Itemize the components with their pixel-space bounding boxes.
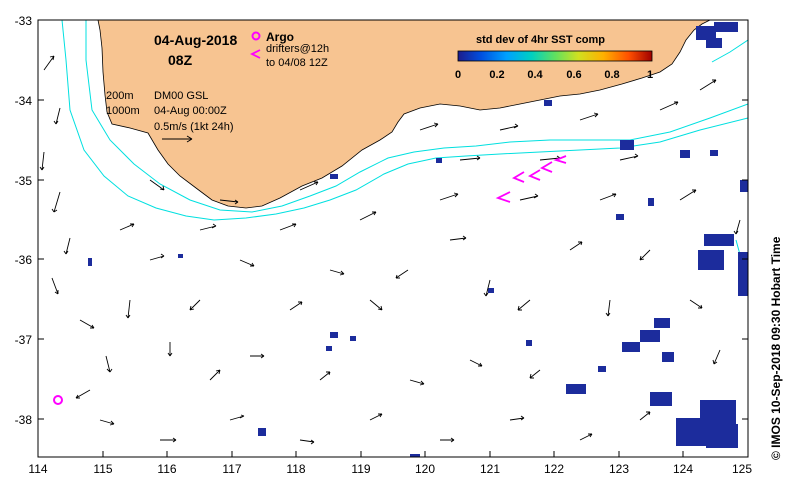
drifter-tracks bbox=[495, 155, 567, 203]
scale-arrow bbox=[162, 135, 193, 143]
x-tick-label: 117 bbox=[222, 462, 241, 476]
y-tick-label: -33 bbox=[15, 14, 33, 28]
contour-1000m-label: 1000m bbox=[106, 105, 140, 117]
colorbar-ticks: 0 0.2 0.4 0.6 0.8 1 bbox=[455, 69, 653, 81]
map-date: 04-Aug-2018 bbox=[154, 32, 237, 48]
y-tick-label: -38 bbox=[15, 413, 33, 427]
colorbar-tick: 0.6 bbox=[566, 69, 581, 81]
argo-legend-label: Argo bbox=[266, 30, 294, 44]
x-tick-label: 125 bbox=[732, 462, 752, 476]
drifter-legend-line2: to 04/08 12Z bbox=[266, 57, 328, 69]
contour-200m-label: 200m bbox=[106, 90, 134, 102]
current-vectors bbox=[39, 55, 741, 445]
y-tick-label: -36 bbox=[15, 253, 33, 267]
x-tick-label: 124 bbox=[673, 462, 693, 476]
sst-patches bbox=[88, 22, 748, 457]
x-tick-label: 118 bbox=[286, 462, 305, 476]
contour-200m bbox=[85, 20, 748, 213]
x-tick-label: 120 bbox=[415, 462, 435, 476]
argo-legend-icon bbox=[251, 31, 261, 41]
colorbar-tick: 0 bbox=[455, 69, 461, 81]
map-time: 08Z bbox=[168, 52, 193, 68]
land-mass bbox=[97, 20, 711, 209]
colorbar-tick: 1 bbox=[647, 69, 653, 81]
plot-frame bbox=[37, 19, 749, 458]
analysis-time-label: 04-Aug 00:00Z bbox=[154, 105, 227, 117]
colorbar-tick: 0.8 bbox=[604, 69, 619, 81]
colorbar-tick: 0.4 bbox=[527, 69, 543, 81]
x-axis bbox=[37, 451, 749, 457]
credit-text: © IMOS 10-Sep-2018 09:30 Hobart Time bbox=[769, 236, 783, 460]
contour-1000m bbox=[61, 20, 748, 221]
x-tick-label: 121 bbox=[480, 462, 500, 476]
scale-label: 0.5m/s (1kt 24h) bbox=[154, 121, 233, 133]
x-tick-label: 114 bbox=[28, 462, 47, 476]
x-tick-label: 115 bbox=[93, 462, 112, 476]
colorbar-tick: 0.2 bbox=[489, 69, 504, 81]
x-tick-label: 122 bbox=[544, 462, 564, 476]
x-tick-label: 119 bbox=[351, 462, 370, 476]
x-tick-label: 123 bbox=[609, 462, 629, 476]
y-tick-label: -37 bbox=[15, 333, 33, 347]
y-axis bbox=[38, 19, 748, 420]
drifter-legend-line1: drifters@12h bbox=[266, 43, 329, 55]
y-tick-label: -35 bbox=[15, 174, 33, 188]
argo-float-marker bbox=[53, 395, 63, 405]
y-tick-labels: -33 -34 -35 -36 -37 -38 bbox=[15, 14, 33, 427]
x-tick-label: 116 bbox=[157, 462, 176, 476]
drifter-legend-icon bbox=[249, 49, 261, 59]
x-tick-labels: 114 115 116 117 118 119 120 121 122 123 … bbox=[28, 462, 752, 476]
y-tick-label: -34 bbox=[15, 94, 33, 108]
colorbar-title: std dev of 4hr SST comp bbox=[476, 34, 605, 46]
colorbar bbox=[457, 50, 653, 62]
product-label: DM00 GSL bbox=[154, 90, 208, 102]
